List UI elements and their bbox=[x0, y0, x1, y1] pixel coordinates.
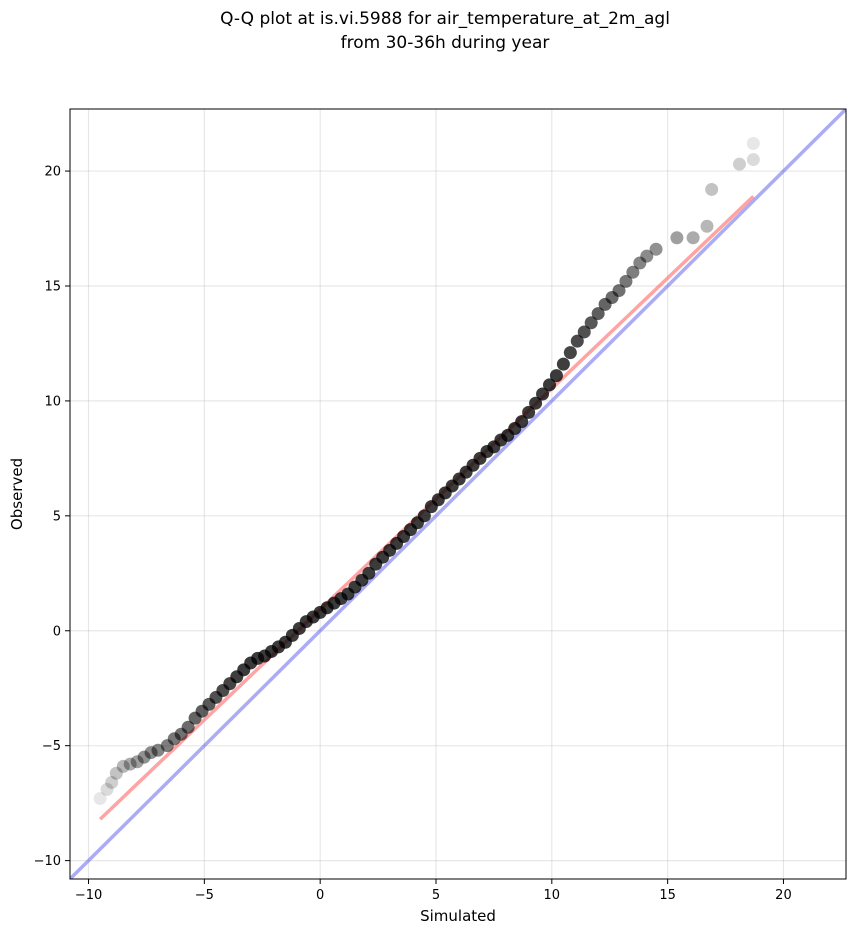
plot-frame bbox=[69, 108, 847, 880]
qq-point bbox=[417, 509, 431, 523]
x-tick-label: −10 bbox=[75, 888, 102, 903]
chart-title-line-1: Q-Q plot at is.vi.5988 for air_temperatu… bbox=[220, 9, 670, 29]
x-tick-label: 0 bbox=[316, 888, 324, 903]
qq-point bbox=[732, 157, 746, 171]
qq-point bbox=[686, 231, 700, 245]
qq-point bbox=[612, 284, 626, 298]
grid-lines bbox=[70, 109, 846, 879]
qq-point bbox=[105, 775, 119, 789]
qq-point bbox=[529, 396, 543, 410]
qq-point bbox=[362, 566, 376, 580]
qq-point bbox=[591, 307, 605, 321]
y-tick-label: −10 bbox=[34, 854, 61, 869]
identity-line bbox=[70, 109, 846, 879]
qq-point bbox=[556, 357, 570, 371]
qq-point bbox=[93, 792, 107, 806]
qq-point bbox=[109, 766, 123, 780]
y-tick-label: 0 bbox=[53, 624, 61, 639]
qq-point bbox=[640, 249, 654, 263]
qq-point bbox=[746, 136, 760, 150]
axis-ticks: −10 −5 0 5 10 15 20 −10 −5 0 5 10 15 20 bbox=[34, 165, 792, 903]
y-tick-label: −5 bbox=[42, 739, 61, 754]
qq-point bbox=[123, 757, 137, 771]
qq-point bbox=[619, 274, 633, 288]
qq-point bbox=[670, 231, 684, 245]
x-tick-label: 20 bbox=[775, 888, 792, 903]
qq-point bbox=[584, 316, 598, 330]
y-tick-label: 5 bbox=[53, 509, 61, 524]
qq-point bbox=[649, 242, 663, 256]
qq-point bbox=[130, 755, 144, 769]
y-axis-label: Observed bbox=[8, 458, 26, 530]
x-tick-label: 5 bbox=[432, 888, 440, 903]
qq-point bbox=[626, 265, 640, 279]
qq-point bbox=[137, 750, 151, 764]
qq-point bbox=[522, 405, 536, 419]
y-tick-label: 15 bbox=[44, 279, 61, 294]
qq-point bbox=[116, 759, 130, 773]
qq-point bbox=[549, 369, 563, 383]
qq-point bbox=[536, 387, 550, 401]
qq-point bbox=[542, 378, 556, 392]
x-tick-label: 10 bbox=[544, 888, 561, 903]
qq-point bbox=[577, 325, 591, 339]
qq-point bbox=[563, 346, 577, 360]
x-tick-label: −5 bbox=[195, 888, 214, 903]
qq-point bbox=[705, 182, 719, 196]
qq-point bbox=[633, 256, 647, 270]
qq-point bbox=[700, 219, 714, 233]
qq-point bbox=[144, 746, 158, 760]
qq-point bbox=[181, 720, 195, 734]
qq-point bbox=[100, 782, 114, 796]
qq-point bbox=[515, 415, 529, 429]
qq-point bbox=[746, 153, 760, 167]
chart-title-line-2: from 30-36h during year bbox=[341, 33, 550, 53]
x-axis-label: Simulated bbox=[420, 907, 496, 925]
plot-data bbox=[70, 109, 846, 879]
y-tick-label: 20 bbox=[44, 165, 61, 180]
x-tick-label: 15 bbox=[659, 888, 676, 903]
qq-point bbox=[570, 334, 584, 348]
y-tick-label: 10 bbox=[44, 394, 61, 409]
